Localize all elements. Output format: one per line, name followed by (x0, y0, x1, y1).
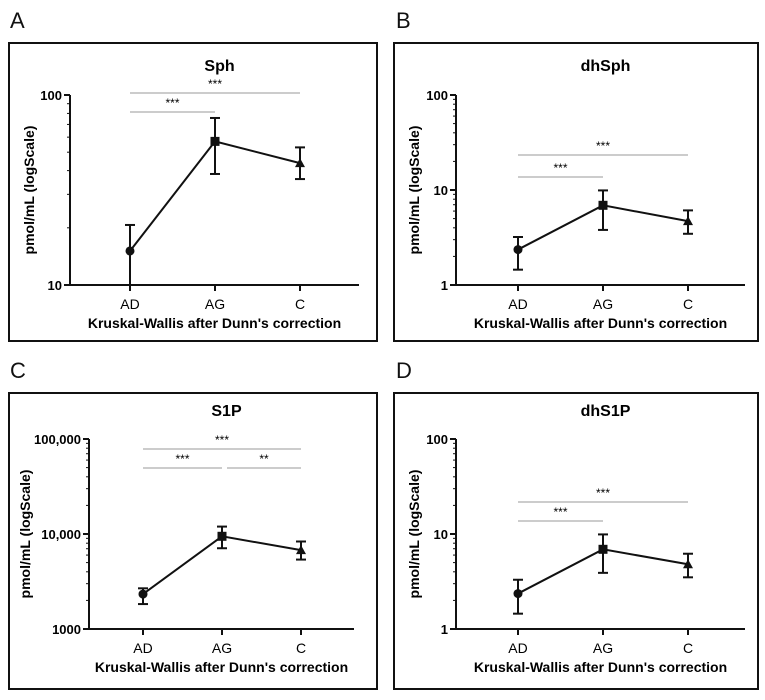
significance-label: *** (596, 139, 610, 153)
x-tick-label: AD (120, 296, 139, 312)
data-point-AD (513, 589, 523, 599)
panel-letter-a: A (10, 8, 25, 33)
significance-label: *** (215, 433, 229, 447)
x-tick-label: AD (133, 640, 152, 656)
chart-title: Sph (204, 58, 234, 75)
x-tick-label: AD (508, 296, 527, 312)
panel-letter-c: C (10, 358, 26, 383)
significance-label: ** (259, 452, 269, 466)
y-tick-label: 10,000 (41, 527, 81, 542)
y-axis-label: pmol/mL (logScale) (21, 126, 37, 255)
x-tick-label: C (683, 640, 693, 656)
x-tick-label: AD (508, 640, 527, 656)
x-axis-label: Kruskal-Wallis after Dunn's correction (474, 315, 727, 331)
chart-title: dhSph (581, 58, 631, 75)
data-point-AD (138, 589, 148, 599)
y-axis-label: pmol/mL (logScale) (406, 470, 422, 599)
panel-sph: Sph 10 100 pmol/mL (logScale) AD AG C Kruskal-W… (8, 42, 378, 342)
panel-letter-b: B (396, 8, 411, 33)
panel-s1p: S1P 1000 10,000 100,000 pmol/mL (logScale) AD… (8, 392, 378, 690)
data-point-C (683, 216, 693, 226)
data-point-AG (217, 531, 227, 541)
panel-dhs1p: dhS1P 1 10 100 pmol/mL (logScale) AD AG C Kruska… (393, 392, 759, 690)
y-tick-label: 100,000 (34, 432, 81, 447)
chart-svg: dhSph 1 10 100 pmol/mL (logScale) AD AG C Kruska… (406, 58, 745, 331)
y-tick-label: 100 (426, 88, 448, 103)
chart-svg: S1P 1000 10,000 100,000 pmol/mL (logScale) AD… (17, 403, 354, 675)
y-tick-label: 100 (426, 432, 448, 447)
data-point-AG (598, 200, 608, 210)
y-tick-label: 10 (434, 527, 448, 542)
y-tick-label: 10 (434, 183, 448, 198)
y-tick-label: 10 (48, 278, 62, 293)
x-axis-label: Kruskal-Wallis after Dunn's correction (95, 659, 348, 675)
y-axis-label: pmol/mL (logScale) (406, 126, 422, 255)
y-tick-label: 1 (441, 278, 448, 293)
x-tick-label: AG (593, 640, 613, 656)
x-tick-label: AG (205, 296, 225, 312)
data-point-AG (210, 136, 220, 146)
significance-label: *** (208, 77, 222, 91)
x-tick-label: AG (593, 296, 613, 312)
data-point-AD (513, 245, 523, 255)
data-point-AG (598, 544, 608, 554)
y-tick-label: 1000 (52, 622, 81, 637)
significance-label: *** (596, 486, 610, 500)
x-axis-label: Kruskal-Wallis after Dunn's correction (88, 315, 341, 331)
data-point-AD (125, 246, 135, 256)
data-point-C (296, 545, 306, 555)
data-point-C (295, 158, 305, 168)
panel-dhsph: dhSph 1 10 100 pmol/mL (logScale) AD AG C Kruska… (393, 42, 759, 342)
y-tick-label: 1 (441, 622, 448, 637)
x-tick-label: C (683, 296, 693, 312)
chart-title: dhS1P (581, 403, 631, 420)
significance-label: *** (175, 452, 189, 466)
x-axis-label: Kruskal-Wallis after Dunn's correction (474, 659, 727, 675)
x-tick-label: AG (212, 640, 232, 656)
chart-svg: dhS1P 1 10 100 pmol/mL (logScale) AD AG C Kruska… (406, 403, 745, 675)
chart-svg: Sph 10 100 pmol/mL (logScale) AD AG C Kruskal-W… (21, 58, 359, 331)
y-tick-label: 100 (40, 88, 62, 103)
significance-label: *** (553, 505, 567, 519)
data-point-C (683, 559, 693, 569)
significance-label: *** (165, 96, 179, 110)
x-tick-label: C (295, 296, 305, 312)
x-tick-label: C (296, 640, 306, 656)
y-axis-label: pmol/mL (logScale) (17, 470, 33, 599)
chart-title: S1P (211, 403, 242, 420)
panel-letter-d: D (396, 358, 412, 383)
significance-label: *** (553, 161, 567, 175)
